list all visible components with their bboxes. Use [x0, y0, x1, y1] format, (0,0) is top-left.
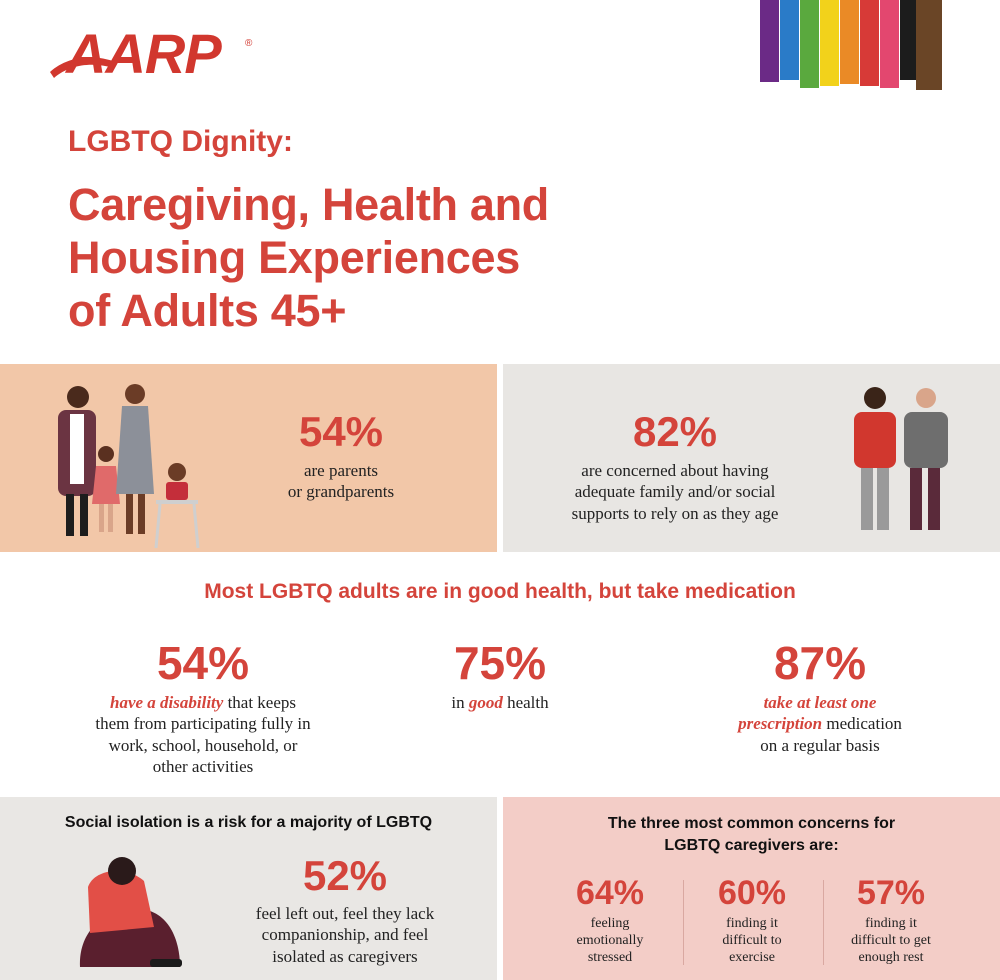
stripe-orange	[840, 0, 859, 84]
couple-illustration-icon	[854, 387, 948, 530]
concern-line: finding it	[865, 916, 917, 931]
disability-line-3: work, school, household, or	[108, 735, 298, 755]
parents-line-2: or grandparents	[287, 482, 395, 502]
concern-line: enough rest	[858, 949, 924, 965]
family-illustration-icon	[58, 384, 200, 549]
page-title: Caregiving, Health and Housing Experienc…	[68, 178, 628, 337]
concerns-panel	[503, 797, 1000, 980]
title-line-1: Caregiving, Health and	[68, 179, 549, 230]
parents-panel: 54% are parents or grandparents	[0, 364, 497, 552]
concern-item: 57% finding it difficult to get enough r…	[826, 876, 956, 966]
concern-text: feeling emotionally stressed	[545, 916, 675, 966]
parents-pct: 54%	[298, 408, 384, 455]
stripe-black	[900, 0, 919, 80]
isolation-pct: 52%	[302, 852, 388, 899]
prescription-stat: 87% take at least one prescription medic…	[690, 640, 950, 756]
prescription-pct: 87%	[773, 637, 867, 689]
concern-pct: 57%	[856, 874, 926, 912]
logo-swoosh-icon	[50, 57, 116, 78]
supports-pct: 82%	[632, 408, 718, 455]
concerns-title: The three most common concerns for LGBTQ…	[503, 813, 1000, 856]
concern-line: feeling	[590, 916, 630, 931]
disability-rest1: that keeps	[223, 693, 297, 712]
supports-text: are concerned about having adequate fami…	[525, 460, 825, 524]
concern-line: exercise	[729, 949, 775, 965]
stripe-purple	[760, 0, 779, 82]
good-health-pre: in	[451, 693, 469, 712]
disability-emph: have a disability	[109, 693, 224, 712]
prescription-text: take at least one prescription medicatio…	[690, 692, 950, 756]
isolation-panel: 52% feel left out, feel they lack compan…	[0, 797, 497, 980]
good-health-text: in good health	[400, 692, 600, 713]
isolation-line-1: feel left out, feel they lack	[255, 904, 435, 923]
prescription-line-3: on a regular basis	[760, 735, 880, 755]
stripe-blue	[780, 0, 799, 80]
supports-line-3: supports to rely on as they age	[571, 503, 779, 523]
disability-line-2: them from participating fully in	[95, 714, 311, 734]
pride-flag-stripes	[760, 0, 942, 92]
supports-line-2: adequate family and/or social	[574, 482, 776, 502]
concern-line: difficult to get	[851, 932, 931, 948]
title-line-3: of Adults 45+	[68, 285, 347, 337]
prescription-rest2: medication	[822, 714, 902, 734]
supports-line-1: are concerned about having	[581, 461, 769, 480]
good-health-pct: 75%	[453, 637, 547, 689]
supports-panel: 82% are concerned about having adequate …	[503, 364, 1000, 552]
stripe-red	[860, 0, 879, 86]
stripe-pink	[880, 0, 899, 88]
stripe-brown	[916, 0, 942, 90]
disability-line-4: other activities	[152, 756, 254, 776]
disability-pct: 54%	[156, 637, 250, 689]
prescription-emph2: prescription	[738, 714, 823, 734]
concern-item: 60% finding it difficult to exercise	[687, 876, 817, 966]
health-section-heading: Most LGBTQ adults are in good health, bu…	[204, 580, 796, 603]
good-health-stat: 75% in good health	[400, 640, 600, 713]
isolation-line-2: companionship, and feel	[261, 925, 429, 945]
concern-line: emotionally	[576, 932, 644, 948]
title-line-2: Housing Experiences	[68, 232, 520, 284]
concern-line: difficult to	[722, 932, 782, 948]
concern-pct: 60%	[717, 874, 787, 912]
stripe-green	[800, 0, 819, 88]
concern-pct: 64%	[575, 874, 645, 912]
aarp-logo[interactable]: AARP	[66, 22, 222, 85]
concerns-title-line-2: LGBTQ caregivers are:	[664, 836, 839, 854]
stripe-yellow	[820, 0, 839, 86]
concern-divider	[823, 880, 824, 965]
concern-line: stressed	[587, 949, 633, 965]
concern-text: finding it difficult to exercise	[687, 916, 817, 966]
parents-text: are parents or grandparents	[241, 460, 441, 503]
good-health-post: health	[502, 693, 549, 712]
disability-stat: 54% have a disability that keeps them fr…	[68, 640, 338, 777]
good-health-emph: good	[468, 693, 503, 712]
concern-text: finding it difficult to get enough rest	[826, 916, 956, 966]
page-kicker: LGBTQ Dignity:	[68, 125, 293, 158]
parents-line-1: are parents	[303, 461, 379, 480]
concern-item: 64% feeling emotionally stressed	[545, 876, 675, 966]
disability-text: have a disability that keeps them from p…	[68, 692, 338, 777]
isolation-title: Social isolation is a risk for a majorit…	[64, 814, 433, 831]
concern-line: finding it	[726, 916, 778, 931]
prescription-emph1: take at least one	[763, 693, 877, 712]
registered-mark: ®	[245, 38, 253, 49]
concern-divider	[683, 880, 684, 965]
isolated-person-illustration-icon	[79, 857, 182, 967]
concerns-title-line-1: The three most common concerns for	[607, 815, 896, 832]
isolation-line-3: isolated as caregivers	[272, 946, 418, 966]
isolation-text: feel left out, feel they lack companions…	[225, 903, 465, 967]
